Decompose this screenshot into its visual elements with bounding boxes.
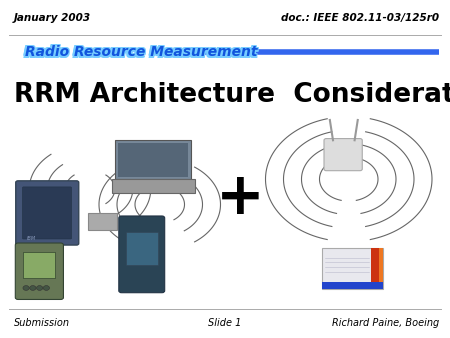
Circle shape	[43, 286, 50, 290]
Text: January 2003: January 2003	[14, 13, 90, 23]
Bar	[322, 282, 382, 289]
Bar	[371, 248, 379, 289]
Text: Radio Resource Measurement: Radio Resource Measurement	[25, 47, 257, 61]
Text: Radio Resource Measurement: Radio Resource Measurement	[23, 45, 256, 59]
Text: Submission: Submission	[14, 318, 69, 329]
Circle shape	[23, 286, 29, 290]
Circle shape	[36, 286, 43, 290]
Text: Radio Resource Measurement: Radio Resource Measurement	[26, 45, 259, 59]
FancyBboxPatch shape	[22, 187, 72, 239]
Text: Slide 1: Slide 1	[208, 318, 242, 329]
FancyBboxPatch shape	[119, 216, 165, 293]
FancyBboxPatch shape	[23, 252, 55, 278]
Text: Radio Resource Measurement: Radio Resource Measurement	[25, 44, 257, 58]
Text: Radio Resource Measurement: Radio Resource Measurement	[23, 47, 256, 61]
Bar	[379, 248, 382, 289]
Text: Radio Resource Measurement: Radio Resource Measurement	[23, 44, 256, 58]
FancyBboxPatch shape	[322, 248, 382, 289]
FancyBboxPatch shape	[15, 243, 63, 299]
FancyBboxPatch shape	[16, 181, 79, 245]
Text: Radio Resource Measurement: Radio Resource Measurement	[26, 47, 259, 61]
Text: +: +	[216, 169, 265, 226]
FancyBboxPatch shape	[126, 232, 158, 265]
Text: IBM: IBM	[27, 236, 36, 241]
FancyBboxPatch shape	[112, 179, 195, 193]
Text: Radio Resource Measurement: Radio Resource Measurement	[25, 45, 257, 59]
Circle shape	[30, 286, 36, 290]
Text: doc.: IEEE 802.11-03/125r0: doc.: IEEE 802.11-03/125r0	[281, 13, 439, 23]
FancyBboxPatch shape	[324, 139, 362, 171]
FancyBboxPatch shape	[118, 143, 188, 177]
FancyBboxPatch shape	[115, 140, 191, 179]
Text: Radio Resource Measurement: Radio Resource Measurement	[26, 44, 259, 58]
FancyBboxPatch shape	[88, 213, 117, 230]
Text: RRM Architecture  Considerations: RRM Architecture Considerations	[14, 82, 450, 107]
Text: Richard Paine, Boeing: Richard Paine, Boeing	[332, 318, 439, 329]
